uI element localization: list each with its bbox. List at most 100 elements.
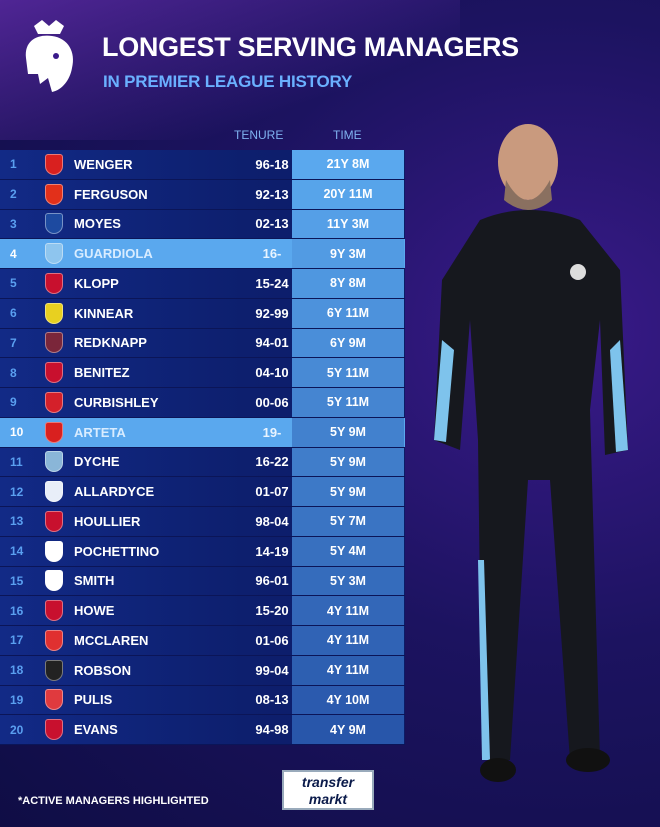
time-served: 5Y 9M [292,447,404,477]
time-served: 9Y 3M [292,239,404,268]
manager-name: DYCHE [74,454,120,470]
tottenham-crest-icon [34,540,74,562]
table-row: 14 POCHETTINO 14-19 5Y 4M [0,536,405,567]
newcastle-crest-icon [34,659,74,681]
derby-crest-icon [34,570,74,592]
table-row: 4 GUARDIOLA 16- 9Y 3M [0,239,405,269]
rank: 13 [10,514,24,529]
man-city-crest-icon [34,243,74,265]
managers-table: 1 WENGER 96-18 21Y 8M 2 FERGUSON 92-13 20Y 11M 3… [0,150,405,745]
manager-name: HOWE [74,603,115,619]
manager-name: WENGER [74,156,133,172]
tenure: 92-99 [255,305,289,321]
time-served: 5Y 11M [292,358,404,387]
table-row: 10 ARTETA 19- 5Y 9M [0,417,405,448]
time-served: 8Y 8M [292,269,404,298]
liverpool-crest-icon [34,510,74,532]
time-served: 4Y 11M [292,596,404,625]
burnley-crest-icon [34,451,74,473]
liverpool-crest-icon [34,272,74,294]
rank: 4 [10,246,17,261]
middlesbrough-crest-icon [34,629,74,651]
bournemouth-crest-icon [34,600,74,622]
table-row: 19 PULIS 08-13 4Y 10M [0,685,405,716]
manager-name: EVANS [74,722,118,738]
rank: 14 [10,544,24,559]
time-served: 5Y 4M [292,536,404,566]
manager-name: MCCLAREN [74,632,149,648]
tenure: 96-18 [255,156,289,172]
rank: 9 [10,395,17,410]
tenure: 04-10 [255,365,289,381]
tenure: 98-04 [255,513,289,529]
table-row: 3 MOYES 02-13 11Y 3M [0,209,405,240]
rank: 19 [10,692,24,707]
transfermarkt-logo: transfer markt [282,770,374,810]
rank: 1 [10,157,17,172]
table-row: 5 KLOPP 15-24 8Y 8M [0,269,405,299]
table-row: 18 ROBSON 99-04 4Y 11M [0,655,405,686]
manager-name: MOYES [74,216,121,232]
rank: 16 [10,603,24,618]
manager-name: POCHETTINO [74,543,160,559]
arsenal-crest-icon [34,421,74,443]
manager-name: KINNEAR [74,305,134,321]
time-served: 5Y 11M [292,388,404,417]
west-ham-crest-icon [34,332,74,354]
rank: 20 [10,722,24,737]
time-served: 5Y 9M [292,477,404,506]
table-row: 11 DYCHE 16-22 5Y 9M [0,447,405,478]
page-subtitle: IN PREMIER LEAGUE HISTORY [103,72,353,91]
man-utd-crest-icon [34,183,74,205]
column-header-tenure: TENURE [234,128,284,142]
brand-line-1: transfer [301,774,355,790]
arsenal-crest-icon [34,153,74,175]
tenure: 96-01 [255,573,289,589]
rank: 11 [10,454,23,469]
tenure: 16- [262,246,282,262]
table-row: 8 BENITEZ 04-10 5Y 11M [0,358,405,388]
bolton-crest-icon [34,481,74,503]
rank: 12 [10,484,24,499]
manager-name: CURBISHLEY [74,394,159,410]
tenure: 92-13 [255,186,289,202]
table-row: 6 KINNEAR 92-99 6Y 11M [0,298,405,329]
manager-name: REDKNAPP [74,335,147,351]
table-row: 7 REDKNAPP 94-01 6Y 9M [0,328,405,359]
page-title: LONGEST SERVING MANAGERS [102,32,519,62]
wimbledon-crest-icon [34,302,74,324]
time-served: 21Y 8M [292,150,404,179]
charlton-crest-icon [34,391,74,413]
table-row: 2 FERGUSON 92-13 20Y 11M [0,179,405,210]
table-row: 20 EVANS 94-98 4Y 9M [0,715,405,745]
manager-name: KLOPP [74,275,119,291]
manager-name: HOULLIER [74,513,141,529]
rank: 17 [10,633,24,648]
tenure: 94-98 [255,722,289,738]
table-row: 15 SMITH 96-01 5Y 3M [0,566,405,597]
time-served: 6Y 11M [292,298,404,328]
column-header-time: TIME [333,128,362,142]
tenure: 01-07 [255,484,289,500]
rank: 2 [10,187,17,202]
brand-line-2: markt [308,791,348,807]
tenure: 94-01 [255,335,289,351]
time-served: 4Y 11M [292,655,404,685]
manager-name: SMITH [74,573,115,589]
manager-name: ARTETA [74,424,126,440]
time-served: 4Y 11M [292,626,404,655]
time-served: 5Y 9M [292,417,404,447]
time-served: 4Y 10M [292,685,404,715]
background-streak [0,0,460,140]
tenure: 00-06 [255,394,289,410]
tenure: 19- [262,424,282,440]
rank: 6 [10,306,17,321]
tenure: 16-22 [255,454,289,470]
table-row: 16 HOWE 15-20 4Y 11M [0,596,405,626]
tenure: 14-19 [255,543,289,559]
time-served: 11Y 3M [292,209,404,239]
manager-name: ROBSON [74,662,132,678]
stoke-crest-icon [34,689,74,711]
manager-name: BENITEZ [74,365,130,381]
rank: 10 [10,425,24,440]
